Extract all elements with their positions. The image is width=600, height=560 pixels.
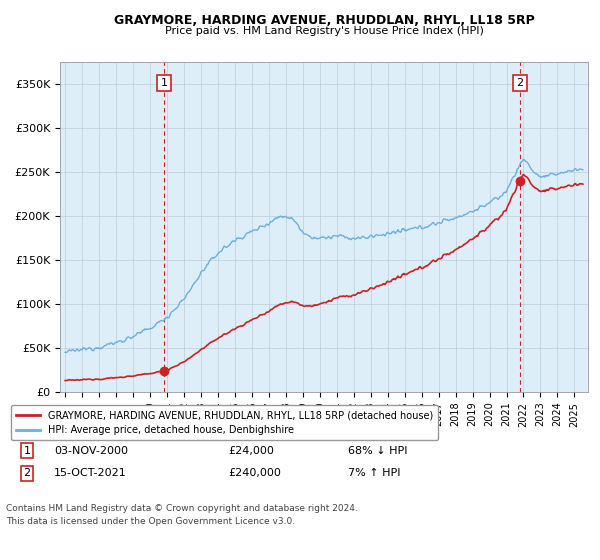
Text: 2: 2 [517,78,523,88]
Text: £24,000: £24,000 [228,446,274,456]
Text: 7% ↑ HPI: 7% ↑ HPI [348,468,401,478]
Text: Price paid vs. HM Land Registry's House Price Index (HPI): Price paid vs. HM Land Registry's House … [164,26,484,36]
Text: GRAYMORE, HARDING AVENUE, RHUDDLAN, RHYL, LL18 5RP: GRAYMORE, HARDING AVENUE, RHUDDLAN, RHYL… [113,14,535,27]
Text: This data is licensed under the Open Government Licence v3.0.: This data is licensed under the Open Gov… [6,517,295,526]
Text: 03-NOV-2000: 03-NOV-2000 [54,446,128,456]
Legend: GRAYMORE, HARDING AVENUE, RHUDDLAN, RHYL, LL18 5RP (detached house), HPI: Averag: GRAYMORE, HARDING AVENUE, RHUDDLAN, RHYL… [11,405,438,440]
Text: 2: 2 [23,468,31,478]
Text: Contains HM Land Registry data © Crown copyright and database right 2024.: Contains HM Land Registry data © Crown c… [6,504,358,513]
Text: 15-OCT-2021: 15-OCT-2021 [54,468,127,478]
Text: 1: 1 [161,78,168,88]
Text: £240,000: £240,000 [228,468,281,478]
Text: 68% ↓ HPI: 68% ↓ HPI [348,446,407,456]
Text: 1: 1 [23,446,31,456]
